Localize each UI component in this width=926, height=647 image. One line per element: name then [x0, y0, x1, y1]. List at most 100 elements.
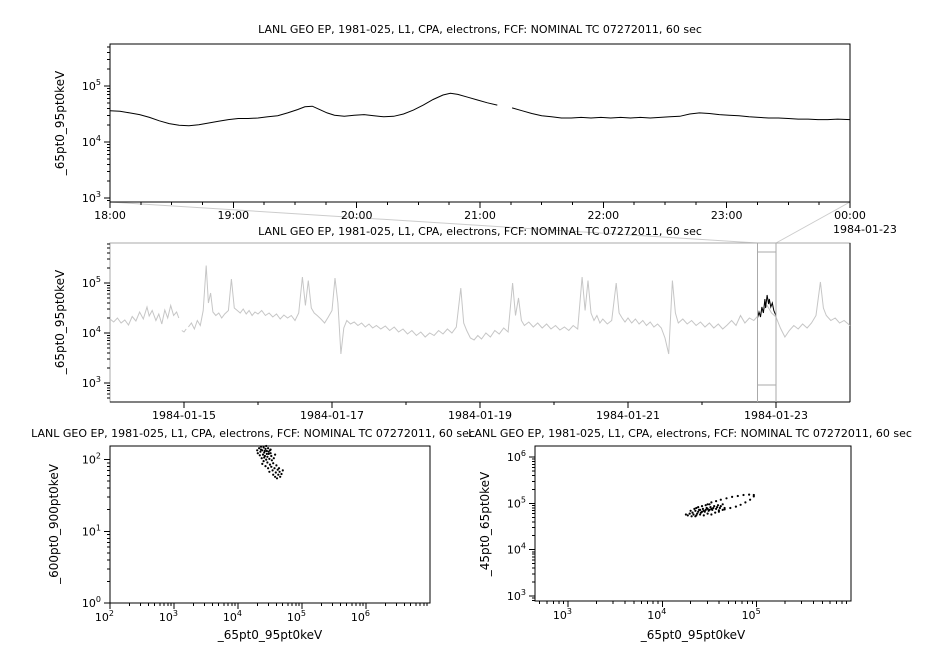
x-axis-label: _65pt0_95pt0keV [640, 628, 746, 642]
data-point [721, 508, 724, 511]
log-tick-label: 106 [507, 449, 526, 464]
data-point [699, 513, 702, 516]
data-point [277, 467, 281, 470]
data-point [721, 503, 724, 506]
log-tick-label: 105 [82, 78, 101, 93]
data-point [269, 448, 272, 451]
data-point [267, 467, 270, 470]
data-point [716, 504, 720, 507]
data-point [278, 470, 281, 473]
data-point [258, 447, 261, 450]
plot-frame [109, 445, 431, 604]
data-point [268, 457, 271, 460]
data-point [262, 460, 265, 463]
data-point [690, 515, 693, 518]
x-tick-label: 1984-01-23 [744, 409, 808, 422]
data-point [696, 512, 699, 515]
data-point [270, 459, 273, 462]
data-point [729, 506, 732, 510]
data-point [256, 452, 259, 455]
x-tick-label: 1984-01-17 [300, 409, 364, 422]
data-point [714, 511, 717, 514]
data-point [701, 507, 705, 510]
data-point [263, 449, 266, 453]
data-point [272, 462, 275, 465]
x-tick-label: 1984-01-15 [152, 409, 216, 422]
data-point [274, 453, 277, 456]
log-tick-label: 105 [287, 609, 306, 624]
scatter-panel-45-65[interactable]: LANL GEO EP, 1981-025, L1, CPA, electron… [468, 427, 912, 642]
data-point [723, 508, 726, 511]
data-point [276, 468, 279, 471]
data-series [109, 92, 851, 127]
data-point [280, 472, 283, 476]
y-axis-label: _45pt0_65pt0keV [478, 471, 492, 577]
data-point [717, 509, 721, 512]
data-point [261, 453, 265, 456]
data-point [256, 449, 259, 452]
data-point [691, 511, 694, 514]
data-point [710, 507, 713, 510]
overview-timeseries-panel[interactable]: LANL GEO EP, 1981-025, L1, CPA, electron… [53, 225, 851, 422]
time-region-selector[interactable] [757, 243, 777, 402]
data-point [716, 506, 719, 509]
data-point [725, 497, 728, 500]
data-point [744, 501, 747, 504]
log-tick-label: 104 [82, 325, 101, 340]
data-point [272, 457, 275, 460]
data-point [275, 477, 279, 480]
x-tick-label: 1984-01-19 [448, 409, 512, 422]
data-point [688, 512, 691, 515]
data-point [270, 465, 273, 468]
data-point [708, 508, 711, 511]
data-point [263, 456, 266, 459]
data-point [684, 513, 688, 516]
data-point [694, 509, 697, 512]
electron-flux-65-95keV [109, 92, 498, 127]
log-tick-label: 104 [647, 607, 666, 622]
data-point [702, 509, 705, 512]
data-point [265, 444, 268, 448]
data-point [715, 507, 718, 510]
log-tick-label: 104 [82, 134, 101, 149]
log-tick-label: 103 [82, 375, 101, 390]
data-point [689, 509, 692, 512]
detail-timeseries-panel[interactable]: LANL GEO EP, 1981-025, L1, CPA, electron… [53, 23, 897, 236]
data-point [697, 510, 700, 513]
y-axis-label: _65pt0_95pt0keV [53, 70, 67, 176]
data-point [271, 469, 274, 472]
data-point [706, 512, 709, 515]
data-point [272, 473, 275, 476]
log-tick-label: 104 [223, 609, 242, 624]
data-point [259, 450, 262, 453]
data-point [694, 515, 697, 518]
electron-flux-65-95keV [511, 107, 851, 121]
x-tick-label: 20:00 [341, 209, 373, 222]
data-point [695, 506, 698, 510]
data-point [742, 493, 745, 497]
log-tick-label: 106 [351, 609, 370, 624]
data-point [260, 457, 263, 460]
region-drag-area[interactable] [758, 243, 777, 402]
plot-frame [109, 43, 851, 203]
data-point [269, 452, 272, 455]
data-point [710, 501, 713, 504]
data-point [709, 506, 712, 509]
data-point [266, 455, 269, 458]
data-point [719, 498, 722, 501]
data-point [700, 510, 704, 513]
log-tick-label: 105 [507, 495, 526, 510]
data-point [693, 507, 696, 510]
log-tick-label: 105 [82, 275, 101, 290]
data-point [686, 514, 689, 517]
scatter-panel-600-900[interactable]: LANL GEO EP, 1981-025, L1, CPA, electron… [31, 427, 475, 642]
log-tick-label: 103 [553, 607, 572, 622]
flux-selected-region-highlight [757, 294, 777, 319]
x-tick-label: 1984-01-21 [596, 409, 660, 422]
log-tick-label: 101 [82, 523, 101, 538]
data-point [259, 445, 263, 448]
data-point [261, 462, 264, 465]
data-point [697, 506, 700, 509]
data-point [264, 465, 267, 468]
data-point [706, 507, 709, 510]
